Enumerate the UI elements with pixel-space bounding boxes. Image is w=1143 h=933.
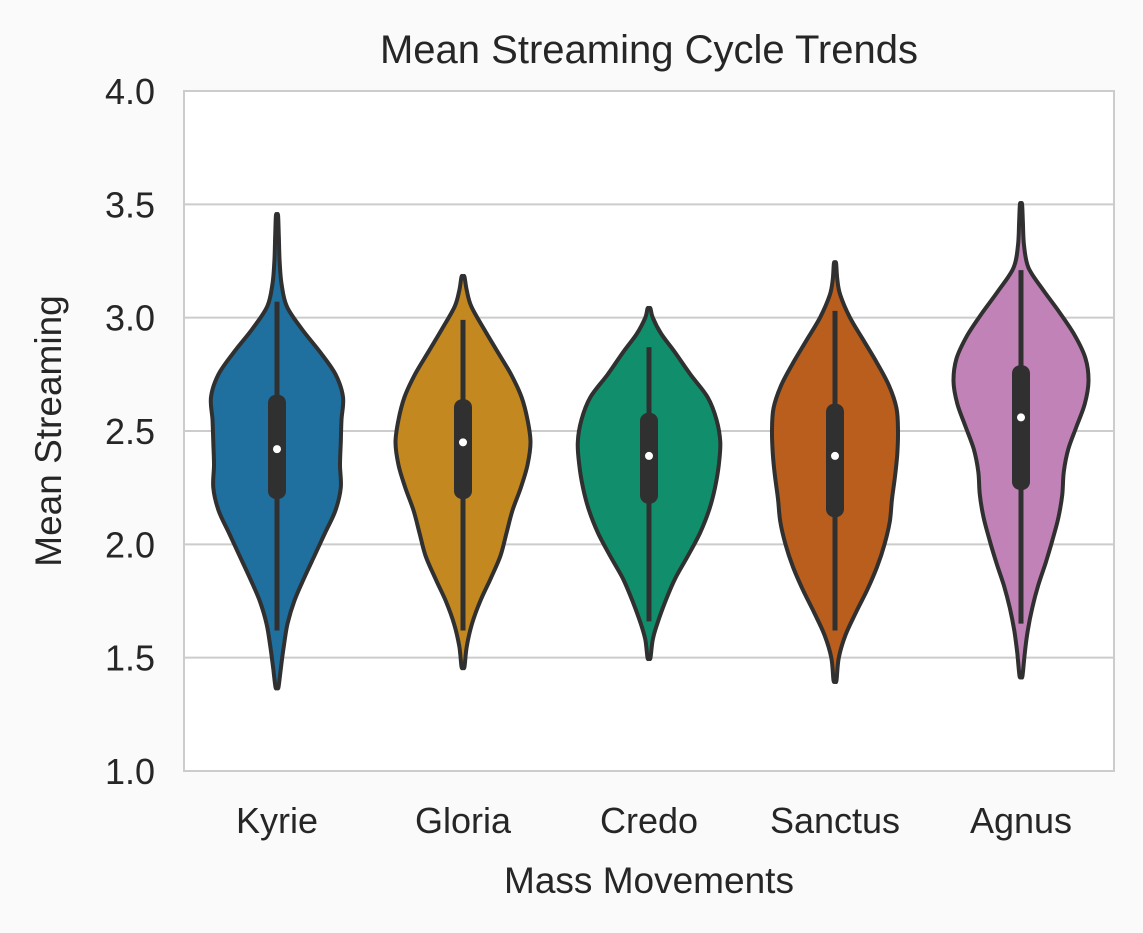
- iqr-box: [826, 403, 844, 518]
- chart-title: Mean Streaming Cycle Trends: [380, 28, 918, 72]
- median-point: [273, 445, 281, 454]
- y-tick-label: 2.5: [105, 411, 155, 452]
- median-point: [645, 451, 653, 460]
- violin-sanctus: [769, 260, 901, 684]
- median-point: [459, 438, 467, 447]
- y-tick-labels: 1.0 1.5 2.0 2.5 3.0 3.5 4.0: [105, 71, 155, 792]
- y-tick-label: 3.5: [105, 184, 155, 225]
- y-axis-title: Mean Streaming: [28, 295, 69, 566]
- violin-kyrie: [208, 212, 346, 691]
- y-tick-label: 2.0: [105, 524, 155, 565]
- x-tick-label: Kyrie: [236, 800, 318, 841]
- violin-credo: [575, 305, 723, 662]
- y-tick-label: 4.0: [105, 71, 155, 112]
- y-tick-label: 1.5: [105, 638, 155, 679]
- y-tick-label: 1.0: [105, 751, 155, 792]
- x-axis-title: Mass Movements: [504, 860, 794, 901]
- median-point: [1017, 413, 1025, 422]
- median-point: [831, 451, 839, 460]
- x-tick-labels: Kyrie Gloria Credo Sanctus Agnus: [236, 800, 1072, 841]
- violins: [208, 200, 1091, 691]
- x-tick-label: Credo: [600, 800, 698, 841]
- iqr-box: [454, 399, 472, 499]
- y-tick-label: 3.0: [105, 298, 155, 339]
- iqr-box: [1012, 365, 1030, 490]
- x-tick-label: Gloria: [415, 800, 512, 841]
- violin-agnus: [951, 200, 1091, 680]
- violin-gloria: [393, 273, 533, 671]
- plot-frame: [183, 90, 1115, 772]
- x-tick-label: Sanctus: [770, 800, 900, 841]
- x-tick-label: Agnus: [970, 800, 1072, 841]
